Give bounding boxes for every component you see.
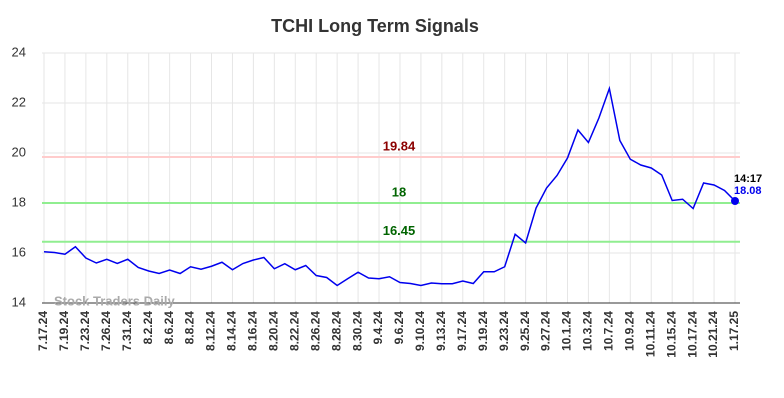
last-point <box>731 197 739 205</box>
x-tick-label: 9.13.24 <box>434 311 448 351</box>
x-tick-label: 8.16.24 <box>246 311 260 351</box>
last-time: 14:17 <box>734 173 762 185</box>
x-tick-label: 7.31.24 <box>120 311 134 351</box>
watermark: Stock Traders Daily <box>54 293 175 308</box>
x-tick-label: 10.1.24 <box>560 311 574 351</box>
x-tick-label: 8.22.24 <box>287 311 301 351</box>
signal-label: 19.84 <box>383 138 416 153</box>
x-tick-label: 10.17.24 <box>685 311 699 358</box>
chart-title: TCHI Long Term Signals <box>271 16 479 36</box>
x-tick-label: 8.20.24 <box>267 311 281 351</box>
x-tick-label: 8.2.24 <box>141 311 155 345</box>
x-tick-label: 9.17.24 <box>455 311 469 351</box>
y-tick-label: 14 <box>12 294 26 309</box>
x-tick-label: 7.19.24 <box>57 311 71 351</box>
x-tick-label: 9.25.24 <box>518 311 532 351</box>
x-tick-label: 10.3.24 <box>581 311 595 351</box>
y-tick-label: 18 <box>12 194 26 209</box>
x-tick-label: 8.12.24 <box>204 311 218 351</box>
x-tick-label: 7.23.24 <box>78 311 92 351</box>
y-tick-label: 24 <box>12 44 26 59</box>
x-tick-label: 8.30.24 <box>350 311 364 351</box>
x-tick-label: 8.28.24 <box>329 311 343 351</box>
x-tick-label: 10.7.24 <box>602 311 616 351</box>
x-tick-label: 8.14.24 <box>225 311 239 351</box>
x-tick-label: 10.9.24 <box>622 311 636 351</box>
last-value: 18.08 <box>734 185 762 197</box>
x-tick-label: 9.19.24 <box>476 311 490 351</box>
x-tick-label: 10.15.24 <box>664 311 678 358</box>
x-tick-label: 9.10.24 <box>413 311 427 351</box>
y-tick-label: 20 <box>12 144 26 159</box>
x-tick-label: 9.23.24 <box>497 311 511 351</box>
price-line <box>43 85 736 287</box>
x-tick-label: 8.8.24 <box>183 311 197 345</box>
x-tick-label: 10.11.24 <box>643 311 657 357</box>
y-tick-label: 16 <box>12 244 26 259</box>
x-tick-label: 9.27.24 <box>539 311 553 351</box>
x-tick-label: 9.6.24 <box>392 311 406 345</box>
x-tick-label: 8.6.24 <box>162 311 176 345</box>
x-tick-label: 7.26.24 <box>99 311 113 351</box>
x-tick-label: 8.26.24 <box>308 311 322 351</box>
signal-label: 16.45 <box>383 223 416 238</box>
x-tick-label: 1.17.25 <box>727 311 741 351</box>
y-tick-label: 22 <box>12 94 26 109</box>
x-tick-label: 9.4.24 <box>371 311 385 345</box>
x-tick-label: 10.21.24 <box>706 311 720 358</box>
x-tick-label: 7.17.24 <box>36 311 50 351</box>
signal-label: 18 <box>392 184 406 199</box>
